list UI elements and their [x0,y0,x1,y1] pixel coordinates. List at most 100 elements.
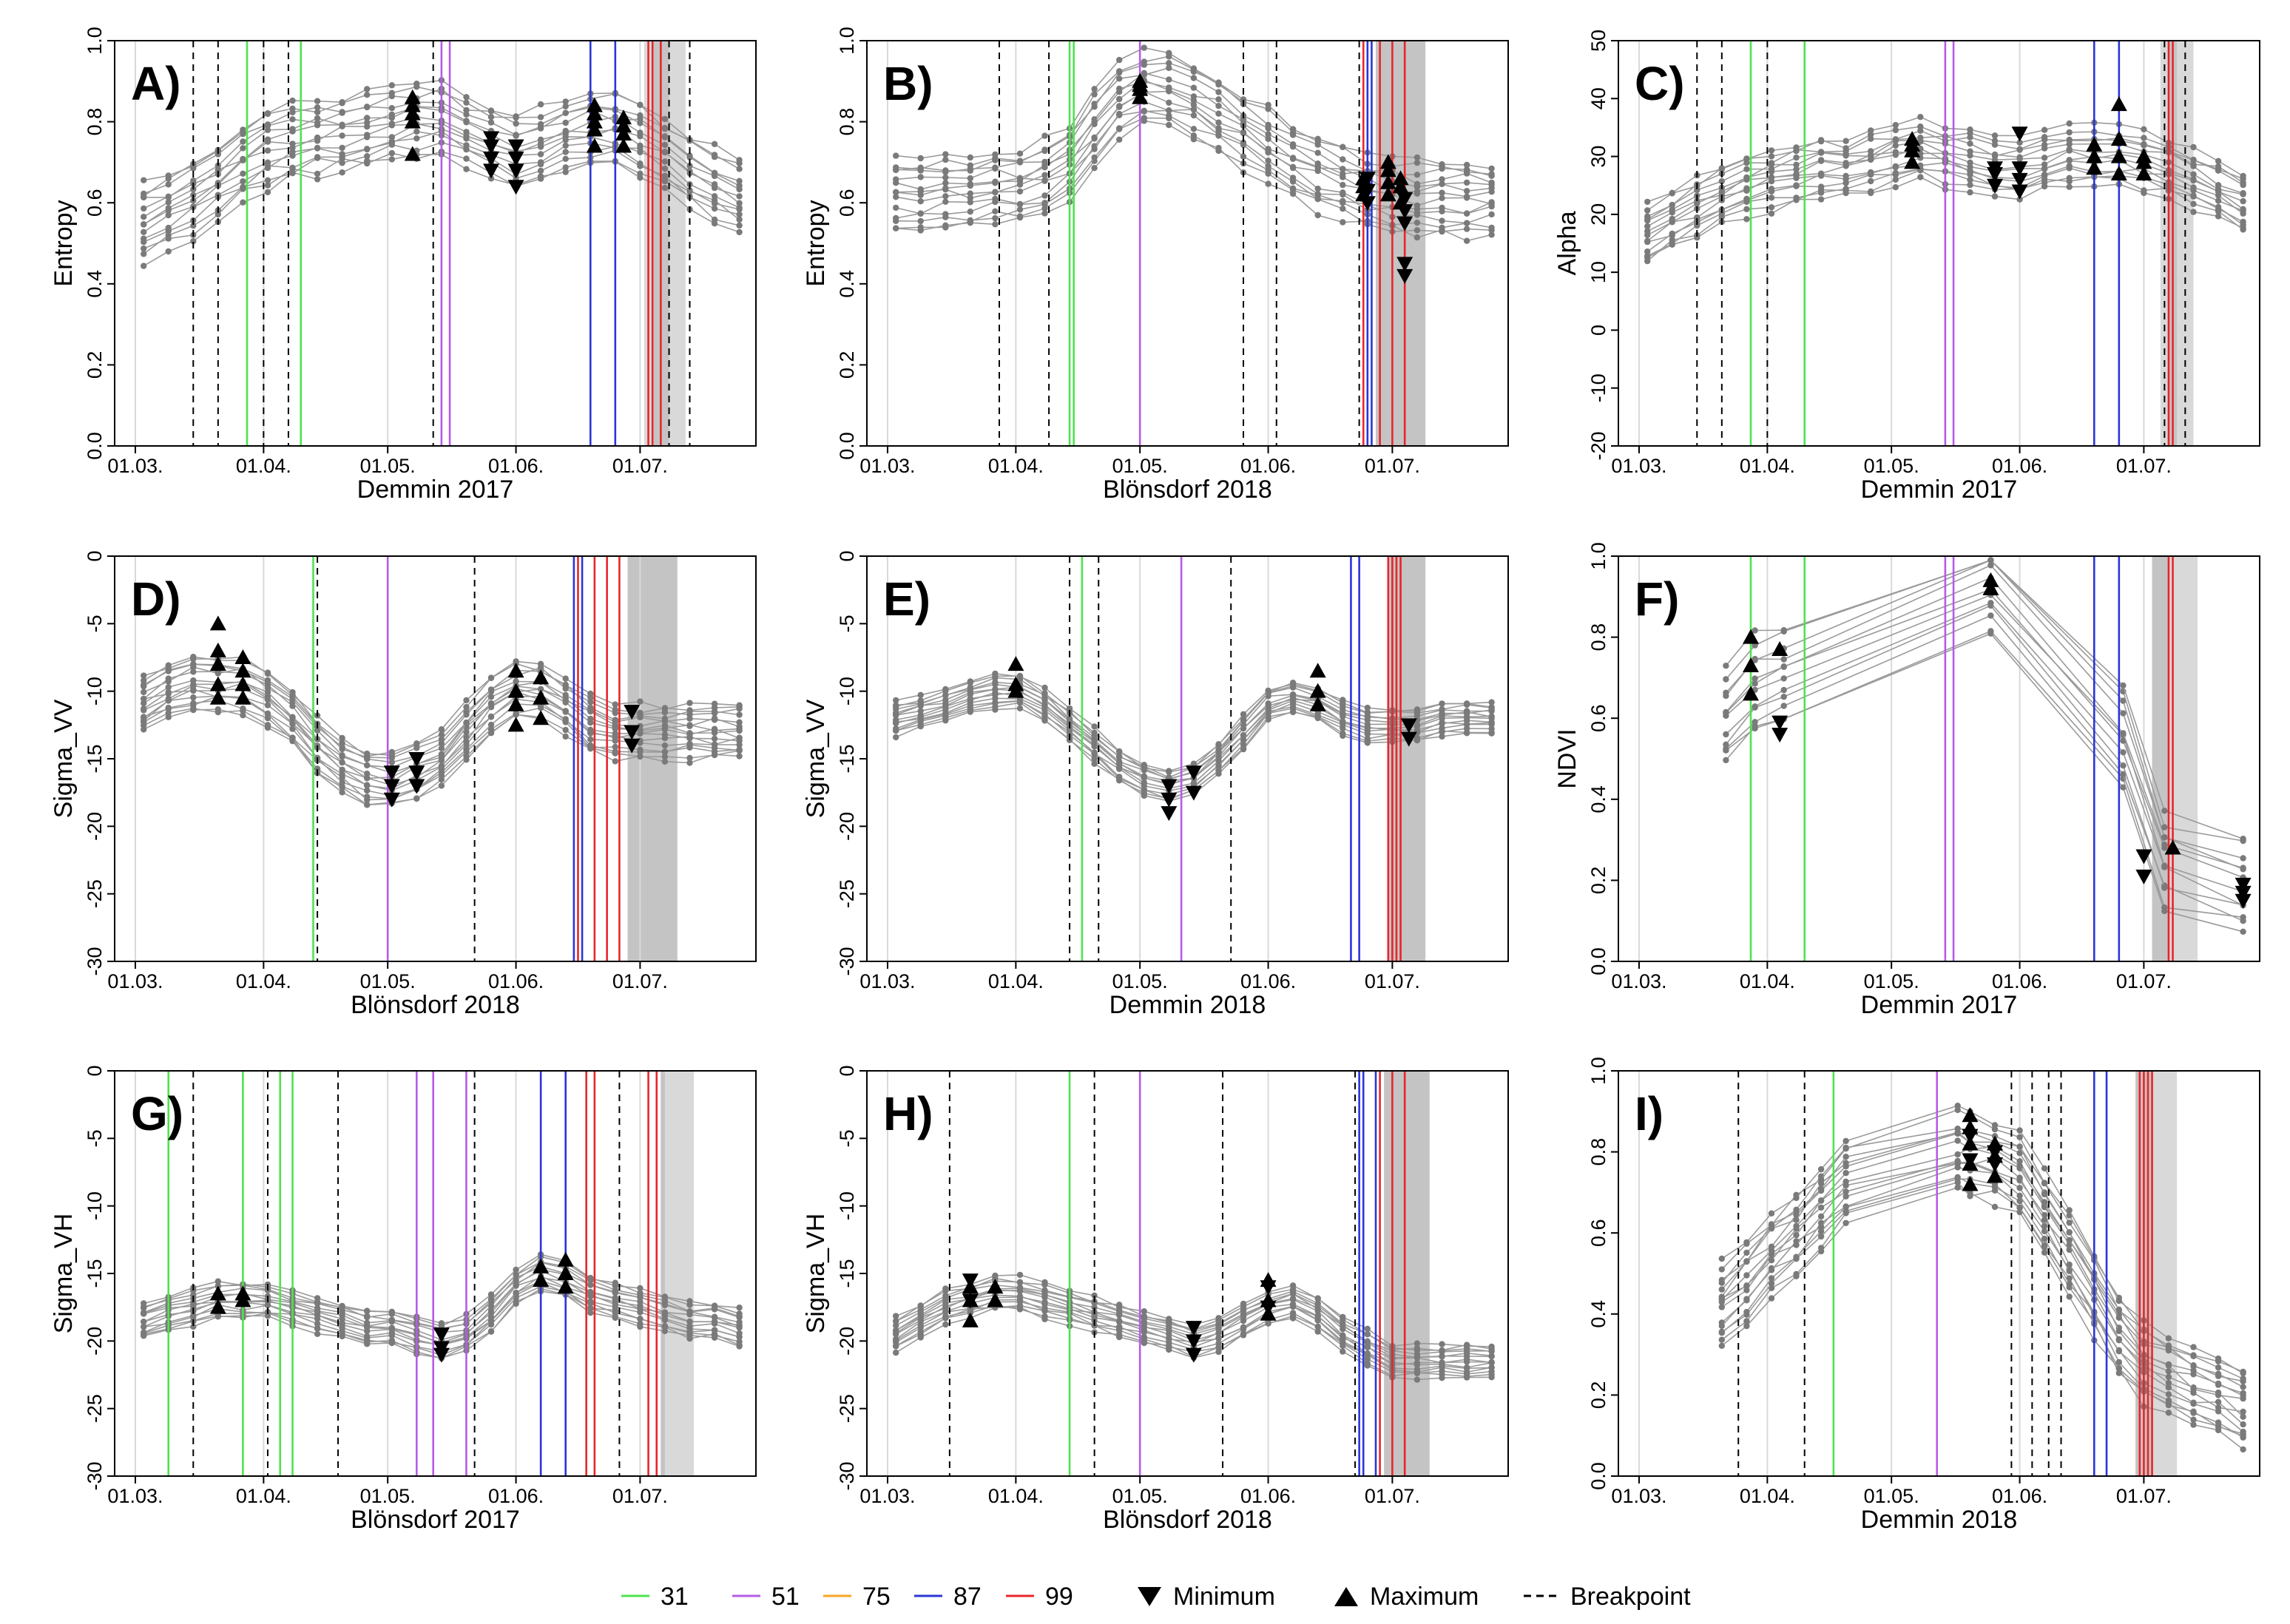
series-point [942,692,949,699]
series-point [513,678,519,685]
series-point [1215,1335,1222,1342]
minimum-marker [2011,126,2028,142]
legend-label-maximum: Maximum [1370,1583,1479,1611]
y-tick-label: -5 [836,1129,858,1147]
maximum-marker [1962,1176,1979,1191]
series-point [2066,1293,2073,1300]
series-point [1743,187,1750,194]
series-point [1817,189,1825,196]
maximum-marker [2164,839,2181,855]
series-point [487,686,495,693]
legend-item-31: 31 [621,1583,689,1611]
maximum-marker [1904,131,1921,146]
minimum-marker [1161,792,1178,808]
series-point [1215,103,1222,109]
minimum-marker [1185,1347,1202,1363]
y-tick-label: 0 [1587,325,1610,336]
series-point [240,712,246,719]
minimum-marker [2235,877,2252,893]
series-point [967,162,974,169]
series-point [264,722,271,728]
series-point [2141,187,2147,194]
series-point [1116,125,1123,132]
series-point [314,176,321,183]
series-point [2120,697,2127,704]
x-axis-title: Blönsdorf 2018 [351,991,520,1019]
series-point [1240,711,1247,717]
series-point [190,1323,197,1330]
maximum-marker [586,121,603,137]
series-point [1463,1364,1470,1371]
series-point [917,192,924,198]
series-point [1439,180,1445,187]
series-point [1439,208,1445,214]
series-point [612,1295,618,1302]
series-point [1314,212,1321,219]
series-point [917,697,924,704]
series-point [1954,1184,1961,1191]
series-point [1780,656,1787,663]
series-point [364,153,371,160]
series-point [1488,224,1495,231]
minimum-marker [433,1347,450,1363]
series-point [711,141,718,147]
series-point [339,734,345,742]
series-point [1215,119,1222,126]
series-point [711,1313,718,1320]
series-point [967,209,974,215]
minimum-marker [483,151,500,166]
series-point [1016,1284,1024,1291]
series-point [612,701,618,708]
series-point [2190,171,2197,177]
x-axis-title: Demmin 2017 [1861,476,2018,504]
series-point [1954,1137,1961,1144]
series-point [240,129,246,135]
harvest-window-dark [1384,1071,1430,1476]
y-tick-label: 40 [1587,87,1610,109]
series-point [264,182,271,189]
series-point [587,690,594,697]
series-point [2190,1421,2197,1428]
series-point [264,685,271,691]
series-point [2115,1307,2122,1314]
series-point [339,779,345,786]
series-point [264,136,271,143]
series-point [942,185,949,192]
series-point [2165,1397,2172,1404]
series-point [1190,101,1198,108]
series-point [1793,1271,1800,1278]
series-point [711,735,718,742]
series-point [2041,1242,2048,1248]
series-point [1892,184,1899,191]
series-point [388,115,395,121]
series-point [736,166,743,172]
series-point [1843,176,1849,183]
series-point [661,1309,669,1316]
series-point [537,159,544,166]
x-tick-label: 01.03. [107,1485,163,1507]
series-point [190,669,197,675]
series-point [2240,210,2246,217]
y-axis-title: Entropy [802,200,830,286]
maximum-marker [2110,166,2127,181]
y-tick-label: 0.2 [1587,1381,1610,1410]
series-point [513,1277,519,1284]
series-point [562,733,569,740]
series-point [1265,163,1271,169]
series-point [240,138,246,145]
y-axis-title: NDVI [1553,728,1581,788]
series-point [1743,1322,1750,1330]
series-point [240,199,246,206]
series-point [141,263,147,269]
series-point [637,120,644,126]
series-point [487,1309,495,1316]
series-point [1743,1296,1750,1302]
series-point [992,1272,999,1279]
series-point [1041,712,1048,720]
series-point [1141,762,1148,768]
x-tick-label: 01.06. [1992,1485,2047,1507]
series-point [314,109,321,115]
series-point [2041,1249,2048,1256]
minimum-marker [507,139,524,155]
minimum-marker [2011,172,2028,188]
